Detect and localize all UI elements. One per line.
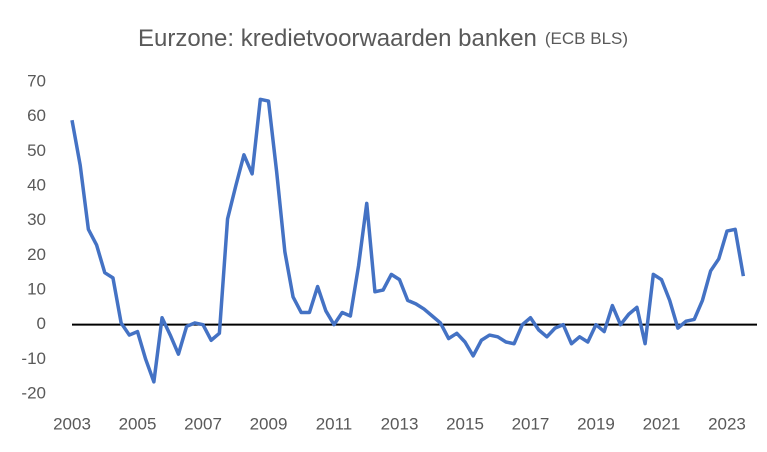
x-tick-label: 2005 [119,414,157,433]
y-tick-label: 30 [27,210,46,229]
x-tick-label: 2021 [643,414,681,433]
x-tick-label: 2019 [577,414,615,433]
title-sub: (ECB BLS) [545,29,628,48]
y-tick-label: 20 [27,245,46,264]
x-tick-label: 2015 [446,414,484,433]
x-tick-label: 2009 [250,414,288,433]
x-tick-label: 2023 [708,414,746,433]
y-tick-label: -10 [21,349,46,368]
x-tick-label: 2013 [381,414,419,433]
title-main: Eurzone: kredietvoorwaarden banken [138,25,537,52]
y-tick-label: -20 [21,383,46,402]
y-tick-label: 70 [27,71,46,90]
y-tick-label: 10 [27,279,46,298]
y-tick-label: 40 [27,175,46,194]
x-tick-label: 2011 [316,414,353,433]
y-tick-label: 0 [37,314,46,333]
chart-title: Eurzone: kredietvoorwaarden banken (ECB B… [138,25,628,52]
x-tick-label: 2003 [53,414,91,433]
x-tick-label: 2007 [184,414,222,433]
x-tick-label: 2017 [512,414,550,433]
y-tick-label: 60 [27,106,46,125]
data-line [70,97,746,384]
y-tick-label: 50 [27,141,46,160]
